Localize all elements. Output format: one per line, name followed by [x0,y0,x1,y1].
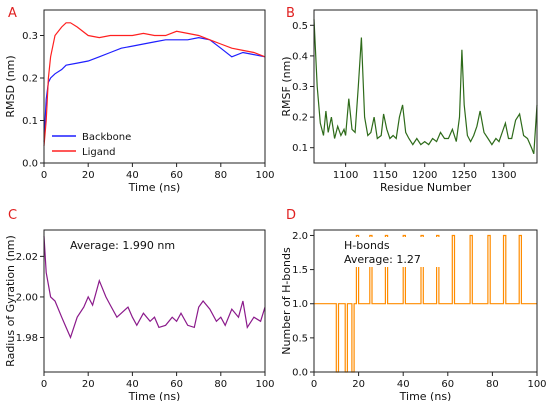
plot-frame [43,9,266,164]
y-tick-label: 1.0 [292,299,308,310]
panel-letter: B [286,6,295,21]
x-tick-label: 20 [82,379,95,390]
x-tick-label: 0 [311,379,317,390]
series-line-3-0 [314,234,537,373]
plot-frame [313,229,538,373]
y-tick-label: 0.3 [292,82,308,93]
x-tick-label: 0 [41,379,47,390]
x-tick-label: 20 [352,379,365,390]
x-tick-label: 100 [255,170,274,181]
plot-frame [43,229,266,373]
y-tick-label: 0.3 [22,31,38,42]
series-line-0-1 [43,22,266,147]
x-axis-label: Residue Number [380,181,472,194]
y-axis-label: RMSD (nm) [4,55,17,117]
x-tick-label: 60 [170,379,183,390]
x-tick-label: 80 [214,379,227,390]
panel-letter: A [8,6,17,21]
x-axis-label: Time (ns) [128,390,181,401]
legend-label: Ligand [82,147,116,158]
x-tick-label: 60 [441,379,454,390]
panel-letter: C [8,208,17,223]
x-tick-label: 60 [170,170,183,181]
y-axis-label: Radius of Gyration (nm) [4,235,17,367]
panel-letter: D [286,208,296,223]
series-line-1-0 [313,19,538,155]
series-line-0-0 [43,36,266,142]
y-tick-label: 1.5 [292,265,308,276]
legend-label: Backbone [82,132,131,143]
y-tick-label: 2.02 [16,252,38,263]
panel-c: C 0 20 40 60 80 100 1.98 2.00 2.02 Time (ns) Radius… [4,208,275,401]
x-tick-label: 40 [126,170,139,181]
x-tick-label: 0 [41,170,47,181]
x-axis-label: Time (ns) [128,181,181,194]
legend: Backbone Ligand [52,132,131,158]
x-axis-label: Time (ns) [399,390,452,401]
y-tick-label: 0.1 [22,116,38,127]
y-tick-label: 0.5 [292,333,308,344]
panel-a: A 0 20 40 60 80 100 0.0 0.1 0.2 0.3 Time (ns) RMSD (… [4,6,275,194]
x-tick-label: 80 [214,170,227,181]
x-tick-label: 80 [486,379,499,390]
x-tick-label: 40 [397,379,410,390]
y-tick-label: 0.1 [292,143,308,154]
x-tick-label: 100 [527,379,546,390]
series-line-2-0 [43,236,266,340]
x-tick-label: 1150 [372,170,397,181]
y-axis-label: Number of H-bonds [280,247,293,355]
y-tick-label: 2.0 [292,231,308,242]
x-tick-label: 1250 [452,170,477,181]
x-tick-label: 100 [255,379,274,390]
legend-label: H-bonds [344,239,390,252]
legend-box [340,237,440,267]
y-tick-label: 0.2 [292,113,308,124]
y-axis-label: RMSF (nm) [280,56,293,116]
average-annotation: Average: 1.27 [344,253,421,266]
x-tick-label: 20 [82,170,95,181]
y-tick-label: 0.2 [22,74,38,85]
y-tick-label: 2.00 [16,292,38,303]
panel-b: B 1100 1150 1200 1250 1300 0.1 0.2 0.3 0.4 0.5 Resi… [280,6,538,194]
y-tick-label: 0.0 [22,159,38,170]
panel-d: D 0 20 40 60 80 100 0.0 0.5 1.0 1.5 2.0 Time (ns) Num… [280,208,547,401]
x-tick-label: 1100 [333,170,358,181]
y-tick-label: 0.5 [292,21,308,32]
x-tick-label: 1200 [412,170,437,181]
y-tick-label: 0.0 [292,368,308,379]
average-annotation: Average: 1.990 nm [70,239,175,252]
x-tick-label: 40 [126,379,139,390]
x-tick-label: 1300 [491,170,516,181]
y-tick-label: 0.4 [292,51,308,62]
plot-frame [313,9,538,164]
y-tick-label: 1.98 [16,333,38,344]
